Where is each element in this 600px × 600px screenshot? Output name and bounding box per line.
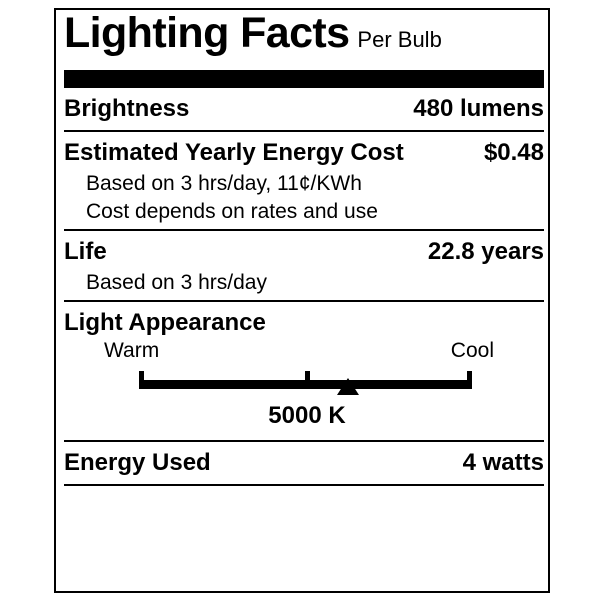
energy-used-label: Energy Used [64,449,211,476]
warm-cool-labels: Warm Cool [64,339,544,367]
color-temperature-marker-icon [337,378,359,395]
label-subtitle: Per Bulb [357,27,442,52]
divider-after-life [64,300,544,302]
label-blank-footer [64,486,544,582]
light-appearance-label: Light Appearance [64,309,266,336]
label-inner: Lighting Facts Per Bulb Brightness 480 l… [64,10,544,591]
divider-after-energy-used [64,484,544,486]
scale-bar [139,380,472,389]
scale-tick-middle [305,371,310,383]
life-label: Life [64,238,107,265]
life-value: 22.8 years [427,238,544,265]
energy-cost-note-1: Based on 3 hrs/day, 11¢/KWh [86,172,362,195]
warm-label: Warm [104,339,160,362]
brightness-row: Brightness 480 lumens [64,88,544,130]
page-title: Lighting Facts [64,9,350,57]
cool-label: Cool [450,339,494,362]
divider-after-light-appearance [64,440,544,442]
energy-cost-row: Estimated Yearly Energy Cost $0.48 [64,132,544,169]
energy-cost-label: Estimated Yearly Energy Cost [64,139,404,166]
energy-cost-note-2: Cost depends on rates and use [86,200,378,223]
scale-tick-left [139,371,144,383]
divider-after-brightness [64,130,544,132]
brightness-label: Brightness [64,95,190,122]
light-appearance-block: Light Appearance Warm Cool 5000 K [64,302,544,440]
life-row: Life 22.8 years [64,231,544,268]
life-note-1: Based on 3 hrs/day [86,271,267,294]
color-temperature-scale [64,369,544,401]
brightness-value: 480 lumens [413,95,544,122]
label-title-row: Lighting Facts Per Bulb [64,10,544,68]
energy-used-value: 4 watts [462,449,544,476]
scale-tick-right [467,371,472,383]
energy-cost-value: $0.48 [483,139,544,166]
energy-used-row: Energy Used 4 watts [64,442,544,484]
title-divider-bar [64,70,544,88]
lighting-facts-label: Lighting Facts Per Bulb Brightness 480 l… [54,8,550,593]
color-temperature-value: 5000 K [268,402,346,429]
divider-after-energy-cost [64,229,544,231]
